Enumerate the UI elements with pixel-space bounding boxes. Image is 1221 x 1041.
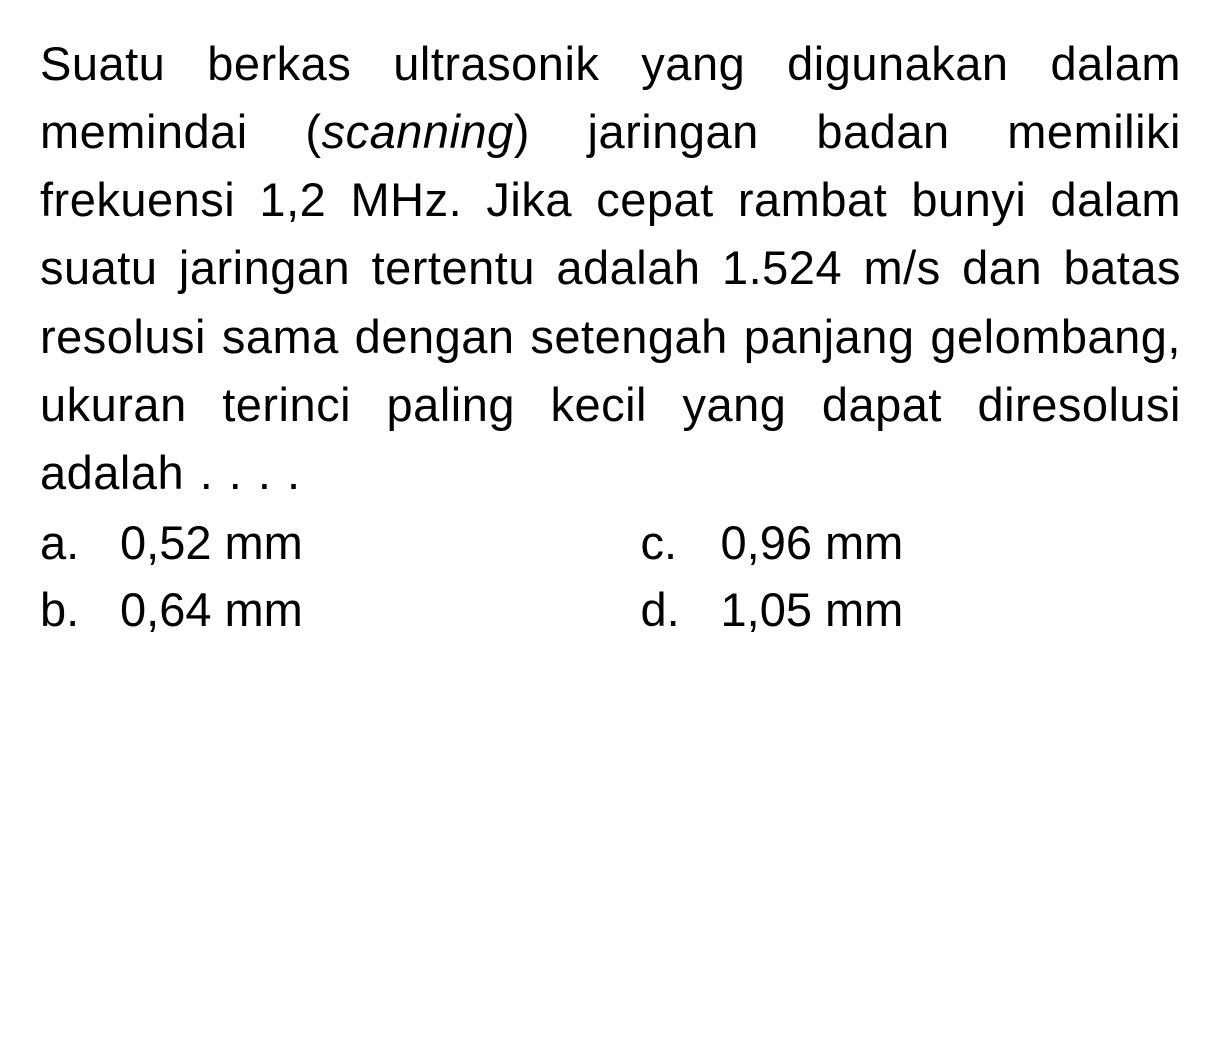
option-b-value: 0,64 mm [120, 582, 581, 637]
option-d[interactable]: d. 1,05 mm [641, 582, 1182, 637]
option-c[interactable]: c. 0,96 mm [641, 515, 1182, 570]
option-c-value: 0,96 mm [721, 515, 1182, 570]
question-italic: scanning [322, 105, 514, 158]
option-c-letter: c. [641, 515, 721, 570]
options-container: a. 0,52 mm c. 0,96 mm b. 0,64 mm d. 1,05… [40, 515, 1181, 637]
option-b[interactable]: b. 0,64 mm [40, 582, 581, 637]
option-d-letter: d. [641, 582, 721, 637]
option-b-letter: b. [40, 582, 120, 637]
question-part2: ) jaringan badan memiliki frekuensi 1,2 … [40, 105, 1181, 499]
option-a-letter: a. [40, 515, 120, 570]
question-text: Suatu berkas ultrasonik yang digunakan d… [40, 30, 1181, 507]
option-a[interactable]: a. 0,52 mm [40, 515, 581, 570]
option-d-value: 1,05 mm [721, 582, 1182, 637]
option-a-value: 0,52 mm [120, 515, 581, 570]
